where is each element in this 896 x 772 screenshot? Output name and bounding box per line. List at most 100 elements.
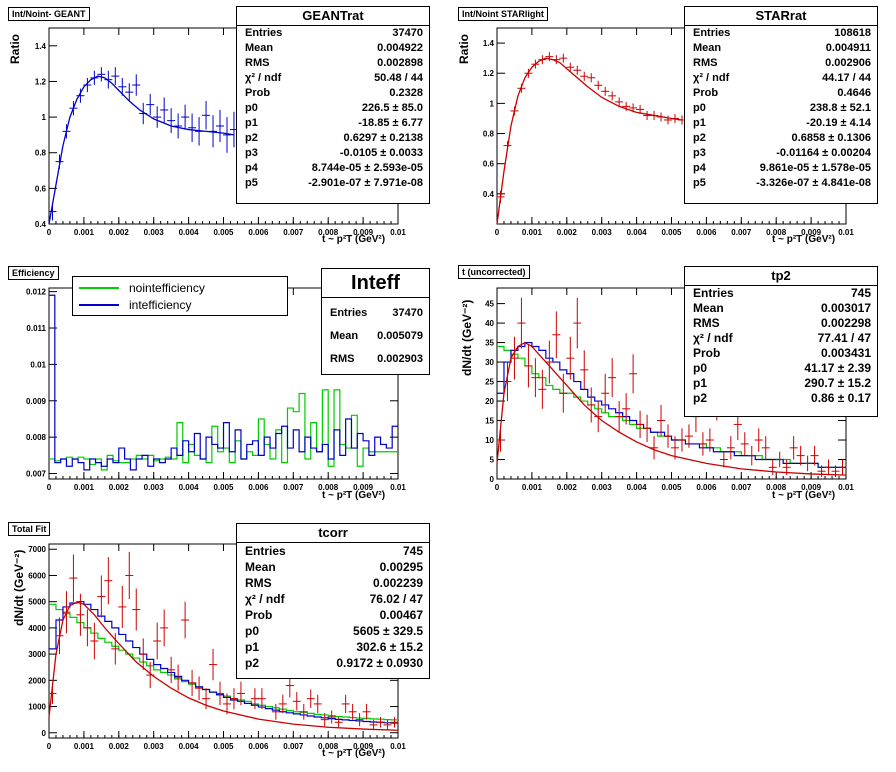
y-tick-label: 25 [485, 378, 494, 387]
data-point [83, 609, 92, 647]
data-point [810, 445, 819, 466]
x-tick-label: 0.008 [318, 228, 339, 237]
stats-box: tcorr Entries 745 Mean 0.00295 RMS 0.002239 χ²… [236, 523, 430, 679]
data-point [306, 689, 315, 708]
data-point [383, 719, 392, 731]
x-tick-label: 0.001 [522, 483, 543, 492]
x-tick-label: 0.004 [627, 483, 648, 492]
stats-value: 0.00295 [379, 560, 423, 574]
stats-row: Mean 0.004922 [237, 41, 429, 56]
y-tick-label: 0.01 [30, 360, 46, 369]
data-point [705, 428, 714, 452]
data-point [803, 455, 812, 472]
data-point [538, 55, 547, 65]
stats-key: RMS [330, 353, 355, 365]
stats-value: 0.002903 [377, 353, 423, 365]
stats-value: -0.0105 ± 0.0033 [339, 147, 423, 159]
y-tick-label: 3000 [28, 650, 46, 659]
stats-value: 745 [402, 544, 423, 558]
data-point [698, 432, 707, 456]
stats-value: 302.6 ± 15.2 [356, 640, 423, 654]
data-point [348, 703, 357, 720]
y-tick-label: 10 [485, 436, 494, 445]
stats-value: 0.005079 [377, 330, 423, 342]
x-tick-label: 0.009 [353, 228, 374, 237]
stats-key: Mean [245, 42, 274, 54]
data-point [160, 609, 169, 647]
pad-geant-ratio: 0 0.001 0.002 0.003 0.004 0.005 0.006 0.007 0.00… [0, 0, 448, 258]
data-point [313, 694, 322, 714]
data-point [510, 336, 519, 380]
data-point [657, 112, 666, 122]
stats-row: p1 -20.19 ± 4.14 [685, 116, 877, 131]
data-point [657, 404, 666, 437]
data-point [740, 432, 749, 456]
x-tick-label: 0 [47, 228, 52, 237]
stats-value: 108618 [834, 27, 871, 39]
data-point [601, 86, 610, 96]
y-tick-label: 1.4 [35, 42, 47, 51]
histogram-intefficiency [49, 294, 398, 471]
data-point [160, 97, 169, 123]
data-point [524, 344, 533, 388]
x-tick-label: 0.003 [592, 483, 613, 492]
stats-value: 0.002239 [372, 576, 423, 590]
data-point [650, 110, 659, 120]
data-point [195, 117, 204, 146]
data-point [209, 648, 218, 681]
histogram-nointefficiency [49, 389, 398, 471]
pad-title: Int/Noint- GEANT [8, 7, 90, 21]
data-point [167, 108, 176, 134]
pad-total-fit: 0 0.001 0.002 0.003 0.004 0.005 0.006 0.007 0.00… [0, 516, 448, 772]
x-tick-label: 0.009 [801, 483, 822, 492]
data-point [517, 83, 526, 93]
stats-key: p3 [693, 147, 706, 159]
stats-row: p3 -0.01164 ± 0.00204 [685, 146, 877, 161]
pad-title: Total Fit [8, 522, 51, 536]
stats-value: 0.002298 [820, 316, 871, 330]
data-point [216, 681, 225, 706]
data-point [775, 451, 784, 468]
x-tick-label: 0.005 [661, 483, 682, 492]
data-point [320, 713, 329, 727]
x-tick-label: 0.01 [390, 483, 406, 492]
y-tick-label: 1.2 [483, 69, 495, 78]
stats-value: 0.002906 [825, 57, 871, 69]
data-point [376, 717, 385, 728]
data-point [222, 693, 231, 715]
stats-row: p2 0.86 ± 0.17 [685, 391, 877, 406]
stats-value: 290.7 ± 15.2 [804, 376, 871, 390]
stats-value: 0.004911 [825, 42, 871, 54]
stats-key: p1 [245, 640, 260, 654]
stats-key: Entries [693, 286, 734, 300]
data-point [111, 67, 120, 86]
data-point [62, 124, 71, 139]
data-point [174, 113, 183, 139]
data-point [817, 465, 826, 478]
x-tick-label: 0.004 [179, 483, 200, 492]
x-tick-label: 0.01 [390, 228, 406, 237]
stats-value: 37470 [392, 307, 423, 319]
x-tick-label: 0.008 [318, 742, 339, 751]
data-point [573, 65, 582, 75]
data-point [580, 350, 589, 390]
stats-value: -20.19 ± 4.14 [806, 117, 871, 129]
x-tick-label: 0.005 [661, 228, 682, 237]
y-tick-label: 20 [485, 397, 494, 406]
y-tick-label: 1.2 [35, 77, 47, 86]
x-tick-label: 0 [47, 483, 52, 492]
x-tick-label: 0.002 [557, 228, 578, 237]
x-tick-label: 0.01 [390, 742, 406, 751]
data-point [587, 387, 596, 423]
stats-box: tp2 Entries 745 Mean 0.003017 RMS 0.002298 χ² … [684, 266, 878, 417]
data-point [257, 688, 266, 710]
y-tick-label: 1000 [28, 703, 46, 712]
stats-value: -0.01164 ± 0.00204 [776, 147, 871, 159]
stats-value: 44.17 / 44 [822, 72, 871, 84]
data-point [552, 55, 561, 65]
data-point [594, 80, 603, 90]
stats-row: RMS 0.002898 [237, 56, 429, 71]
stats-value: 0.4646 [837, 87, 871, 99]
data-point [202, 688, 211, 710]
x-tick-label: 0.006 [248, 742, 269, 751]
